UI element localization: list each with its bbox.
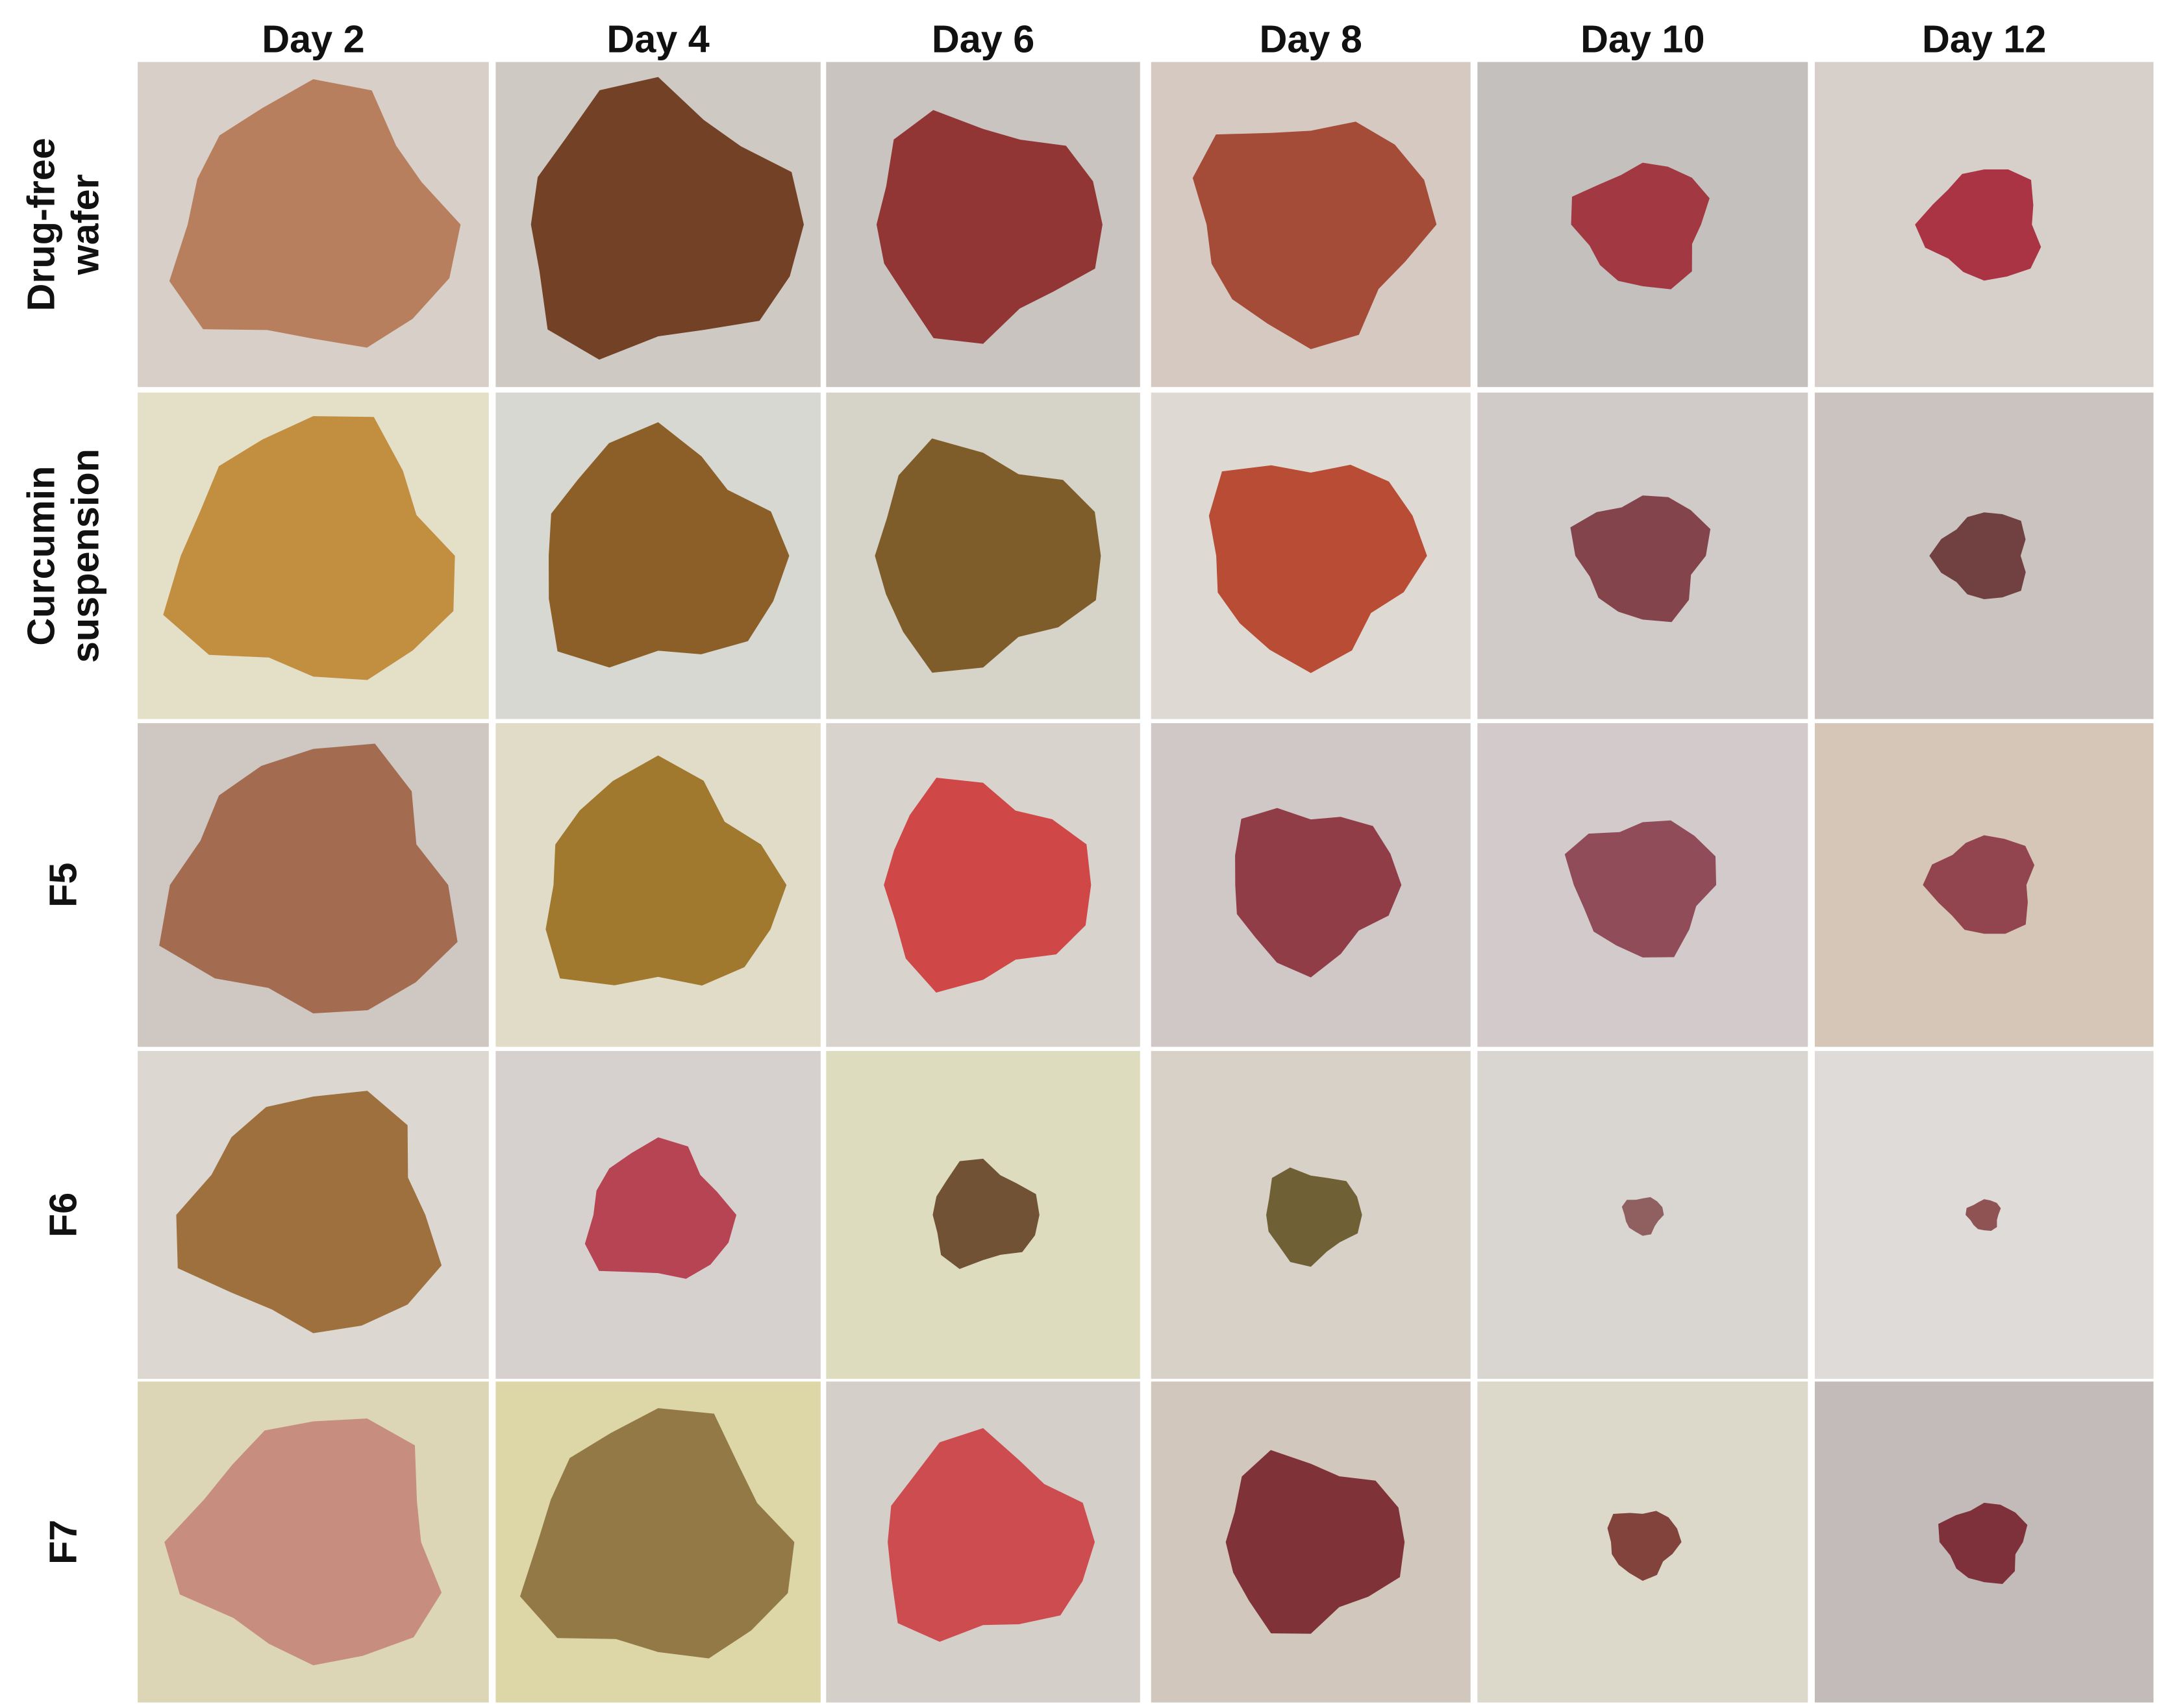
wound (1571, 162, 1710, 290)
wound-photo (1151, 62, 1471, 388)
row-label: F7 (41, 1520, 84, 1565)
column-header: Day 2 (262, 18, 364, 61)
wound-photo (495, 1381, 821, 1703)
wound-photo (826, 392, 1140, 719)
wound-photo (138, 62, 489, 388)
wound-photo (1477, 62, 1808, 388)
wound (545, 755, 787, 986)
wound-photo (1814, 1050, 2154, 1379)
wound (1192, 121, 1437, 349)
photo-grid (138, 62, 2154, 1703)
wound-photo (1477, 1381, 1808, 1703)
wound (530, 77, 804, 360)
wound-photo (1151, 723, 1471, 1047)
wound (519, 1408, 795, 1659)
wound-photo (495, 392, 821, 719)
wound-photo (495, 1050, 821, 1379)
column-header: Day 8 (1260, 18, 1362, 61)
column-header: Day 10 (1580, 18, 1704, 61)
wound (1266, 1167, 1362, 1267)
row-label: wafer (63, 174, 106, 275)
wound (1607, 1511, 1682, 1581)
wound-photo (826, 1381, 1140, 1703)
wound-photo (1814, 723, 2154, 1047)
wound-photo (1151, 1050, 1471, 1379)
wound (1915, 169, 2041, 281)
wound-photo (1814, 62, 2154, 388)
wound (1570, 495, 1711, 623)
wound (1564, 820, 1717, 958)
wound (1225, 1450, 1405, 1634)
wound-photo (826, 723, 1140, 1047)
row-label: suspension (63, 449, 106, 663)
wound (1208, 464, 1427, 673)
wound-photo (1814, 392, 2154, 719)
wound-photo (138, 1050, 489, 1379)
wound-photo (826, 1050, 1140, 1379)
wound-photo (495, 723, 821, 1047)
wound (549, 422, 790, 668)
wound-photo (138, 723, 489, 1047)
wound (1966, 1199, 2001, 1231)
wound (1929, 512, 2026, 599)
row-label: Drug-free (19, 138, 63, 311)
wound (169, 79, 461, 348)
wound-photo (1814, 1381, 2154, 1703)
row-label: F6 (41, 1193, 84, 1237)
row-label: F5 (41, 863, 84, 908)
wound (163, 415, 455, 680)
wound-photo (1477, 392, 1808, 719)
wound-photo (1151, 1381, 1471, 1703)
wound-photo (826, 62, 1140, 388)
wound (875, 438, 1101, 673)
wound-photo (138, 392, 489, 719)
labels: Day 2 Day 4 Day 6 Day 8 Day 10 Day 12 Drug-fre… (19, 18, 2047, 1565)
wound-photo (1151, 392, 1471, 719)
column-header: Day 6 (932, 18, 1034, 61)
row-label: Curcumin (19, 466, 63, 646)
column-header: Day 4 (606, 18, 709, 61)
wound (584, 1137, 737, 1279)
wound-photo (495, 62, 821, 388)
wound (1923, 835, 2035, 934)
wound-photo (1477, 723, 1808, 1047)
wound (1938, 1502, 2028, 1585)
wound-photo (1477, 1050, 1808, 1379)
wound (1235, 808, 1402, 978)
column-header: Day 12 (1922, 18, 2046, 61)
wound (159, 743, 458, 1013)
wound (888, 1428, 1095, 1642)
wound (932, 1158, 1040, 1269)
wound (876, 110, 1103, 344)
wound (884, 777, 1092, 993)
wound (164, 1418, 442, 1666)
wound (1621, 1197, 1664, 1236)
wound-photo (138, 1381, 489, 1703)
wound (176, 1091, 442, 1333)
